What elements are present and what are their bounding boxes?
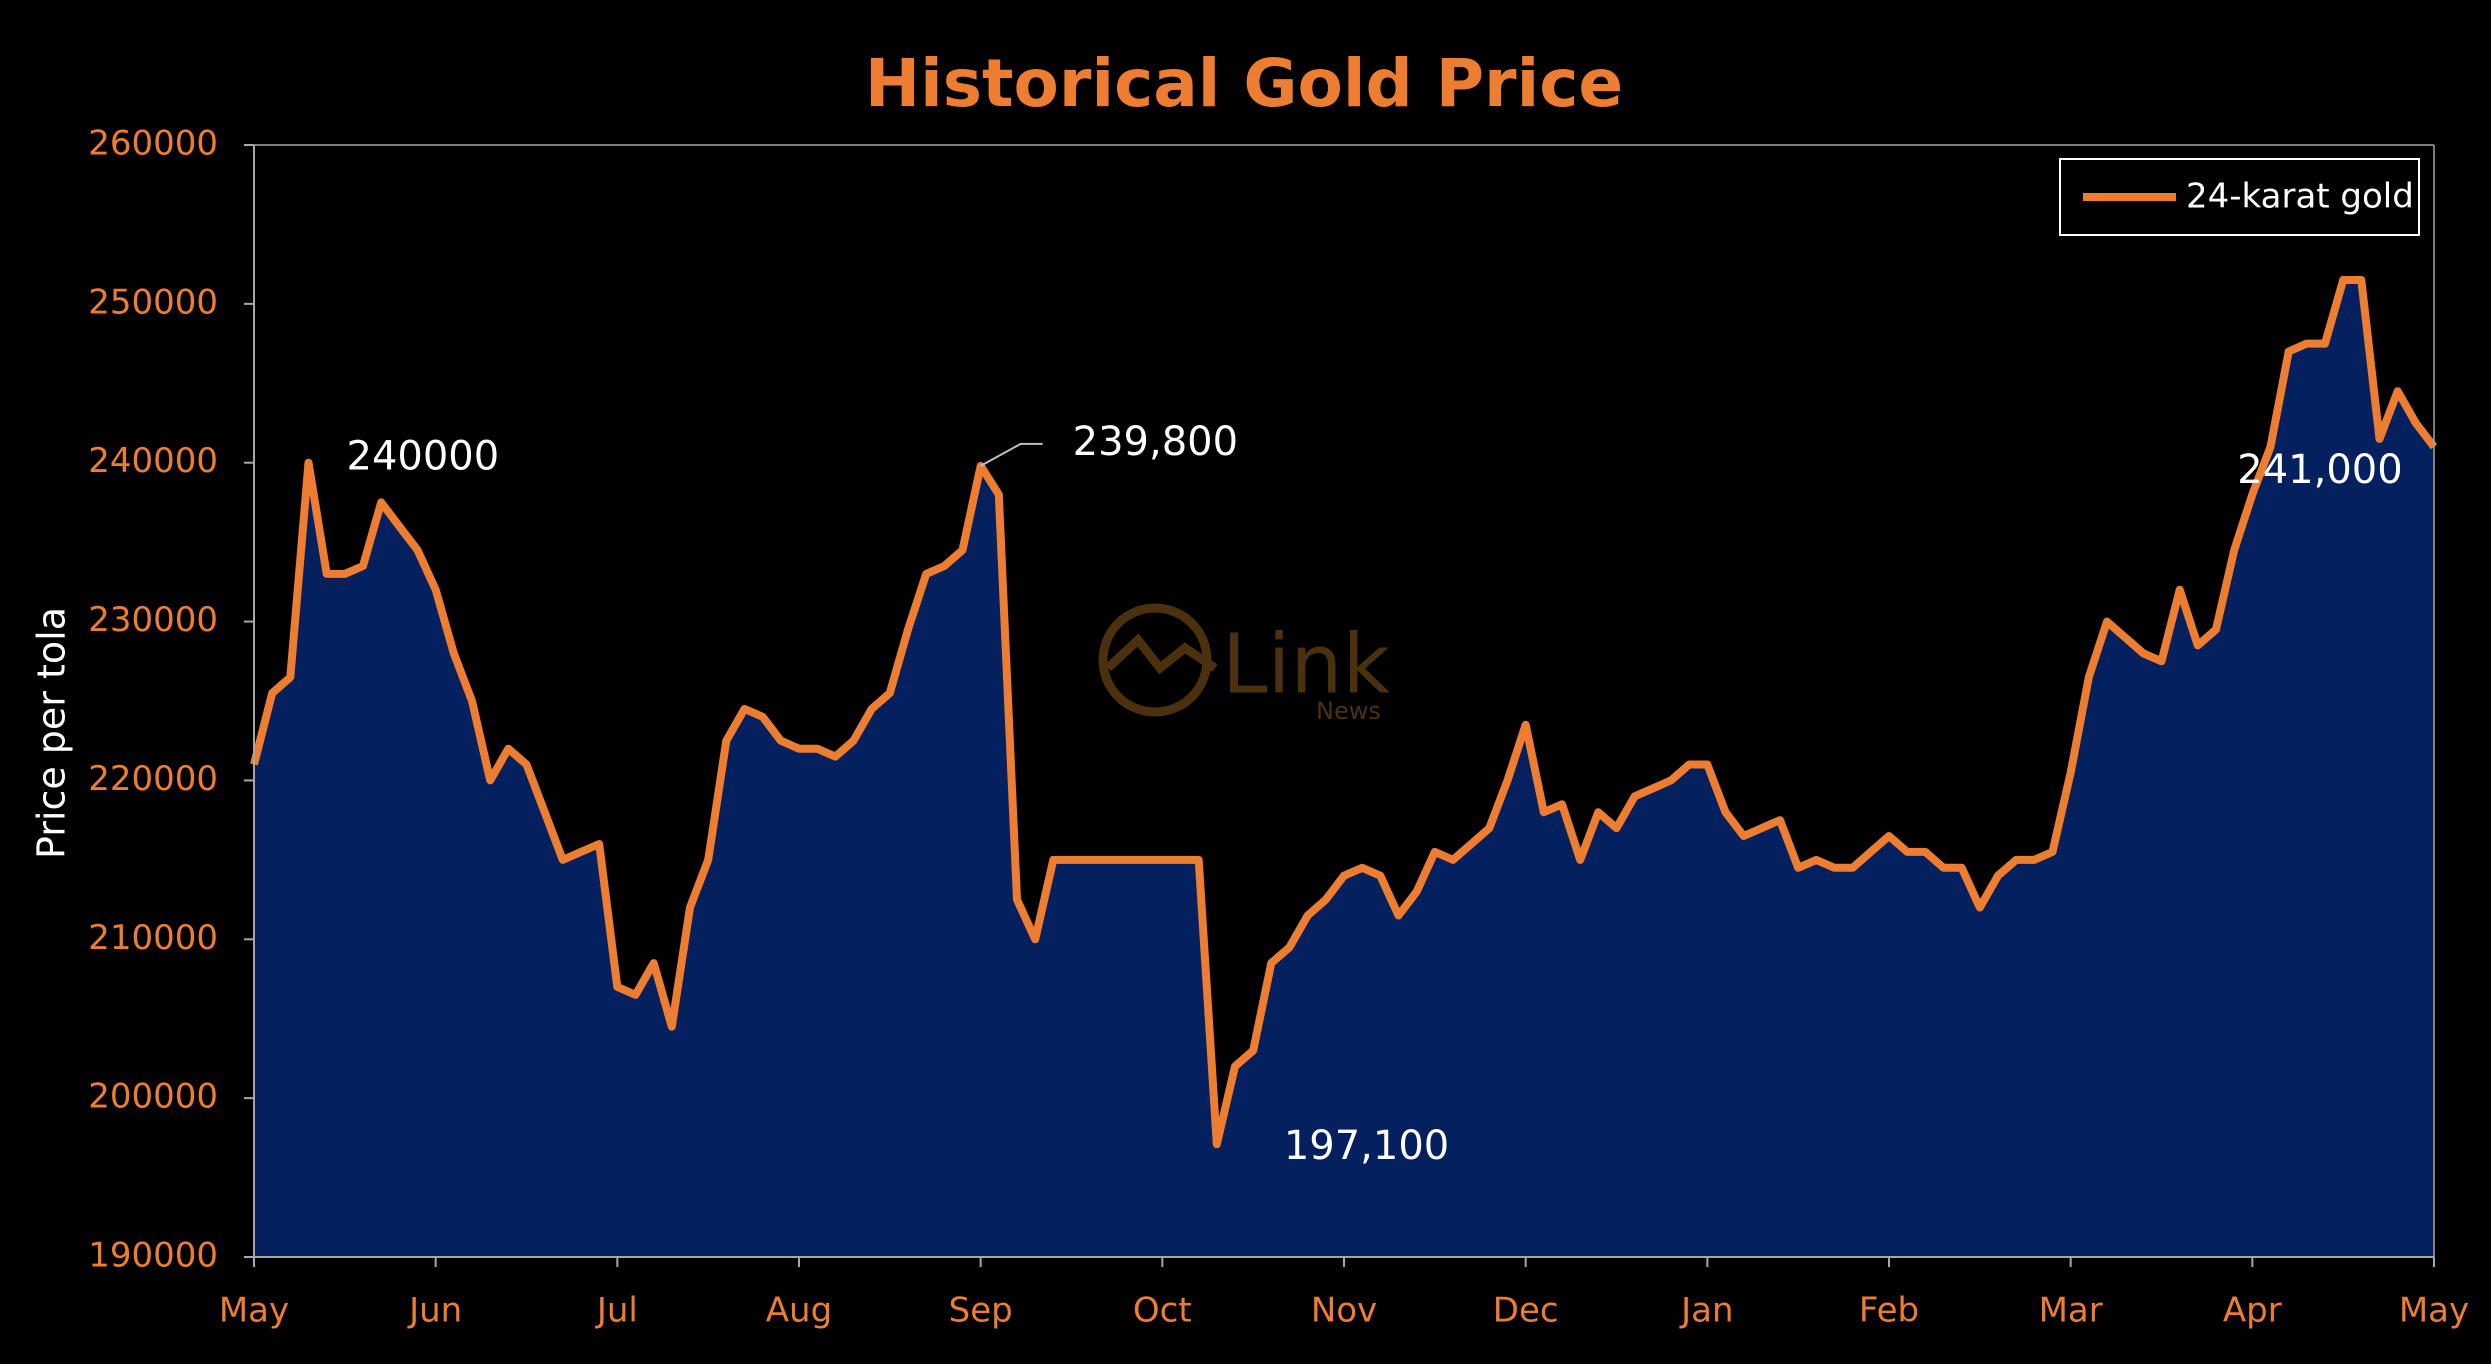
x-tick-label: Feb [1859, 1291, 1919, 1331]
x-tick-label: Mar [2039, 1291, 2103, 1331]
x-tick-label: Sep [949, 1291, 1013, 1331]
x-tick-label: Oct [1133, 1291, 1192, 1331]
y-tick-label: 230000 [88, 600, 218, 640]
x-tick-label: Dec [1493, 1291, 1559, 1331]
x-tick-label: Jun [407, 1291, 462, 1331]
y-tick-label: 210000 [88, 918, 218, 958]
x-tick-label: Jan [1679, 1291, 1733, 1331]
data-label: 239,800 [1073, 419, 1238, 465]
watermark-subtext: News [1316, 697, 1381, 725]
x-tick-label: Aug [766, 1291, 832, 1331]
chart-title: Historical Gold Price [865, 45, 1623, 122]
y-tick-label: 200000 [88, 1077, 218, 1117]
watermark-text: Link [1222, 617, 1390, 712]
leader-line [980, 442, 1043, 467]
data-label: 241,000 [2237, 447, 2402, 493]
y-tick-label: 260000 [88, 124, 218, 164]
x-tick-label: May [2399, 1291, 2469, 1331]
data-label: 240000 [347, 434, 500, 480]
y-axis-label: Price per tola [30, 607, 74, 859]
x-tick-label: Apr [2223, 1291, 2282, 1331]
y-tick-label: 250000 [88, 282, 218, 322]
line [250, 276, 2438, 1149]
data-label: 197,100 [1284, 1123, 1449, 1169]
watermark-logo-line [1104, 633, 1218, 675]
area [254, 280, 2434, 1257]
y-tick-label: 220000 [88, 759, 218, 799]
legend: 24-karat gold [2059, 158, 2420, 236]
x-tick-label: Jul [595, 1291, 638, 1331]
legend-label: 24-karat gold [2186, 177, 2414, 217]
x-tick-label: Nov [1311, 1291, 1377, 1331]
y-tick-label: 190000 [88, 1236, 218, 1276]
x-tick-label: May [219, 1291, 289, 1331]
y-tick-label: 240000 [88, 441, 218, 481]
